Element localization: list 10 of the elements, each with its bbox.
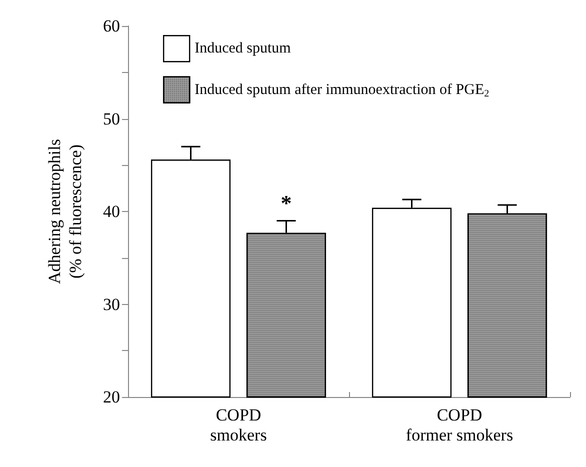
x-tick-label: COPD former smokers (406, 406, 514, 444)
y-tick-label: 60 (103, 16, 120, 36)
y-tick-label: 30 (103, 294, 120, 314)
legend-label: Induced sputum (194, 40, 292, 57)
y-tick-label: 50 (103, 109, 120, 128)
y-tick-label: 40 (103, 202, 120, 221)
x-tick-label: COPD smokers (210, 406, 267, 444)
y-axis-title: Adhering neutrophils (% of fluorescence) (45, 139, 85, 284)
annotation: * (280, 190, 292, 216)
y-tick-label: 20 (103, 388, 120, 406)
